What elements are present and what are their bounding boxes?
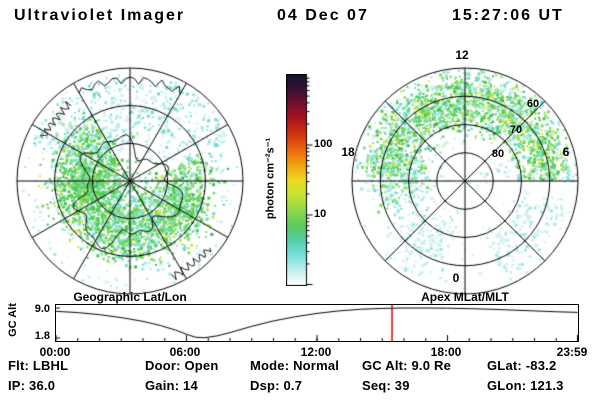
status-mode: Mode: Normal (250, 358, 340, 373)
mlt-label-6: 6 (562, 145, 570, 159)
xtick-0000: 00:00 (39, 345, 71, 359)
mlat-ring-label-60: 60 (526, 98, 540, 110)
mlat-ring-label-70: 70 (509, 124, 523, 136)
gc-alt-strip-chart-canvas (55, 304, 579, 342)
colorbar-canvas (286, 74, 322, 286)
mlt-label-18: 18 (341, 145, 355, 159)
status-seq: Seq: 39 (362, 378, 410, 393)
mlt-label-12: 12 (455, 48, 469, 62)
right-plot-caption: Apex MLat/MLT (421, 290, 509, 304)
colorbar-tick-10: 10 (314, 208, 327, 220)
strip-ylabel: GC Alt (7, 303, 19, 337)
status-glon: GLon: 121.3 (487, 378, 564, 393)
status-glat: GLat: -83.2 (487, 358, 557, 373)
header-date: 04 Dec 07 (277, 7, 369, 24)
status-gc-alt: GC Alt: 9.0 Re (362, 358, 452, 373)
apex-polar-plot-canvas (347, 63, 583, 299)
strip-ymin: 1.8 (34, 330, 50, 342)
colorbar-units-label: photon cm⁻²s⁻¹ (264, 137, 277, 220)
colorbar-tick-100: 100 (314, 138, 333, 150)
strip-ymax: 9.0 (34, 303, 50, 315)
status-flt: Flt: LBHL (8, 358, 69, 373)
mlat-ring-label-80: 80 (491, 148, 505, 160)
header-time: 15:27:06 UT (452, 7, 564, 24)
xtick-1200: 12:00 (300, 345, 332, 359)
xtick-1800: 18:00 (430, 345, 462, 359)
xtick-2359: 23:59 (556, 345, 588, 359)
app-title: Ultraviolet Imager (14, 7, 186, 24)
geographic-polar-plot-canvas (12, 63, 248, 299)
status-dsp: Dsp: 0.7 (250, 378, 303, 393)
left-plot-caption: Geographic Lat/Lon (73, 290, 187, 304)
status-door: Door: Open (145, 358, 219, 373)
status-gain: Gain: 14 (145, 378, 198, 393)
status-ip: IP: 36.0 (8, 378, 56, 393)
xtick-0600: 06:00 (169, 345, 201, 359)
mlt-label-0: 0 (452, 271, 460, 285)
